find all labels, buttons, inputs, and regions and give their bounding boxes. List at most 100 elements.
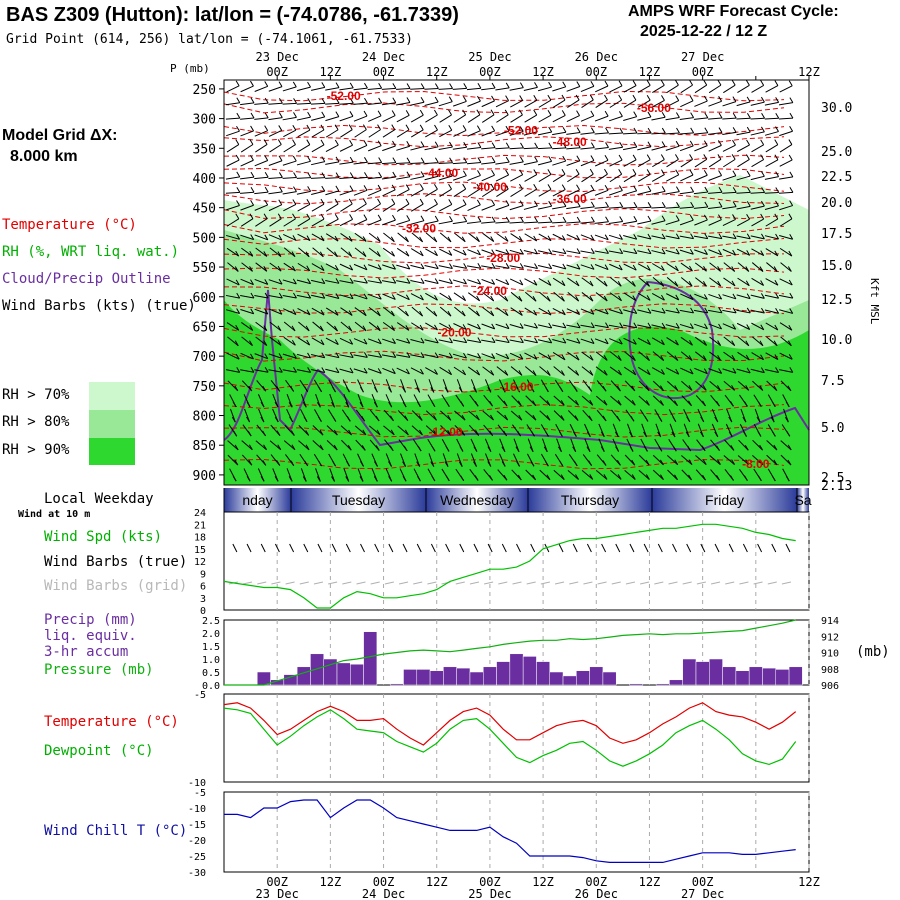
- wind-barb: [736, 235, 751, 240]
- wind-barb-flag: [362, 429, 367, 436]
- wind-barb: [240, 369, 255, 373]
- wind-barb: [608, 132, 623, 135]
- wind-barb-flag: [789, 171, 794, 178]
- wind-barb: [496, 366, 509, 376]
- wind-barb: [440, 410, 452, 421]
- forecast-cycle-label: AMPS WRF Forecast Cycle:: [628, 3, 839, 20]
- wind-barb-flag: [420, 352, 425, 358]
- wind-barb-flag: [391, 198, 396, 205]
- wind-barb-flag: [618, 154, 623, 161]
- precip-bar: [549, 671, 564, 686]
- wind-barb-flag: [562, 201, 567, 207]
- wind-barb: [283, 247, 296, 258]
- wind-barb-flag: [476, 369, 481, 376]
- wind-barb-flag: [433, 109, 438, 116]
- wind-barb-flag: [264, 292, 269, 299]
- wind-barb: [226, 85, 240, 93]
- wind-barb: [240, 204, 254, 211]
- wind-barb: [396, 247, 410, 257]
- wind-barb-flag: [717, 140, 722, 146]
- wind-barb-flag: [520, 216, 524, 223]
- wind-barb-flag: [604, 338, 609, 345]
- surface-wind-barb: [672, 543, 677, 553]
- wind-barb-flag: [363, 277, 368, 284]
- grid-wind-barb: [654, 581, 664, 585]
- wind-barb-flag: [417, 445, 422, 452]
- wind-barb-flag: [546, 295, 551, 302]
- wind-barb-flag: [376, 325, 381, 331]
- wind-barb-flag: [248, 444, 253, 451]
- profile-frame: [223, 79, 810, 486]
- wind-barb-flag: [461, 236, 466, 243]
- grid-wind-barb: [413, 581, 423, 585]
- wind-barb-flag: [447, 429, 452, 436]
- wind-barb: [311, 337, 325, 346]
- isotherm-line: [223, 136, 785, 148]
- wind-barb-flag: [375, 415, 380, 422]
- wind-barb-flag: [377, 368, 382, 374]
- wind-barb-flag: [631, 459, 636, 466]
- wind-barb-flag: [732, 323, 737, 330]
- wind-barb-flag: [476, 310, 480, 317]
- wind-barb-flag: [321, 82, 326, 88]
- wind-barb-flag: [576, 184, 580, 191]
- wind-barb-flag: [545, 431, 549, 437]
- wind-barb: [382, 293, 396, 300]
- wind-barb-flag: [718, 233, 723, 239]
- wind-barb: [424, 354, 439, 359]
- wind-barb-flag: [477, 170, 481, 176]
- wind-barb-flag: [533, 279, 538, 286]
- wind-barb: [382, 247, 395, 257]
- grid-wind-barb: [498, 581, 508, 585]
- wind-barb-flag: [661, 111, 666, 118]
- wind-barb: [608, 221, 623, 225]
- wind-barb: [766, 454, 778, 466]
- wind-barb-flag: [789, 97, 794, 103]
- grid-wind-barb: [299, 581, 309, 585]
- wind-barb-flag: [377, 184, 382, 191]
- wind-barb-flag: [448, 183, 452, 190]
- wind-barb: [638, 395, 650, 406]
- wind-barb: [382, 338, 396, 344]
- wind-barb-flag: [236, 367, 241, 373]
- wind-barb-flag: [434, 352, 439, 358]
- wind-barb: [297, 129, 311, 138]
- wind-barb-flag: [575, 168, 580, 175]
- wind-barb: [325, 337, 339, 345]
- wind-barb-flag: [334, 124, 339, 131]
- wind-barb-flag: [293, 367, 297, 373]
- wind-barb: [326, 440, 338, 451]
- wind-barb: [537, 250, 552, 255]
- wind-barb-flag: [646, 281, 650, 287]
- wind-barb: [440, 425, 451, 436]
- temp-tick-label: -5: [194, 690, 206, 701]
- wind-barb-flag: [334, 339, 339, 345]
- wind-barb: [311, 144, 325, 153]
- wind-barb-flag: [647, 215, 652, 222]
- wind-barb: [282, 86, 297, 92]
- wind-barb-flag: [349, 277, 354, 284]
- wind-barb-flag: [321, 111, 326, 118]
- wind-barb-flag: [575, 354, 580, 361]
- wind-barb-flag: [519, 183, 523, 190]
- wind-barb: [750, 235, 765, 240]
- wind-barb: [425, 322, 438, 331]
- wind-barb: [566, 147, 581, 150]
- wind-barb: [225, 191, 240, 194]
- wind-barb-flag: [236, 187, 241, 193]
- pressure-legend: Pressure (mb): [44, 662, 154, 678]
- isotherm-label: -12.00: [429, 425, 463, 439]
- wind-barb: [268, 86, 283, 92]
- wind-barb: [609, 159, 623, 167]
- wind-barb-flag: [647, 322, 652, 329]
- wind-barb-flag: [448, 96, 453, 102]
- wind-barb: [652, 351, 665, 362]
- surface-wind-barb: [317, 543, 323, 553]
- wind-barb-flag: [489, 430, 494, 436]
- wind-barb-flag: [405, 124, 410, 131]
- wind-barb-flag: [775, 367, 780, 373]
- wind-height-note: Wind at 10 m: [18, 509, 91, 520]
- wind-barb-flag: [420, 215, 425, 221]
- wind-barb-flag: [349, 367, 354, 374]
- wind-barb-flag: [346, 461, 350, 467]
